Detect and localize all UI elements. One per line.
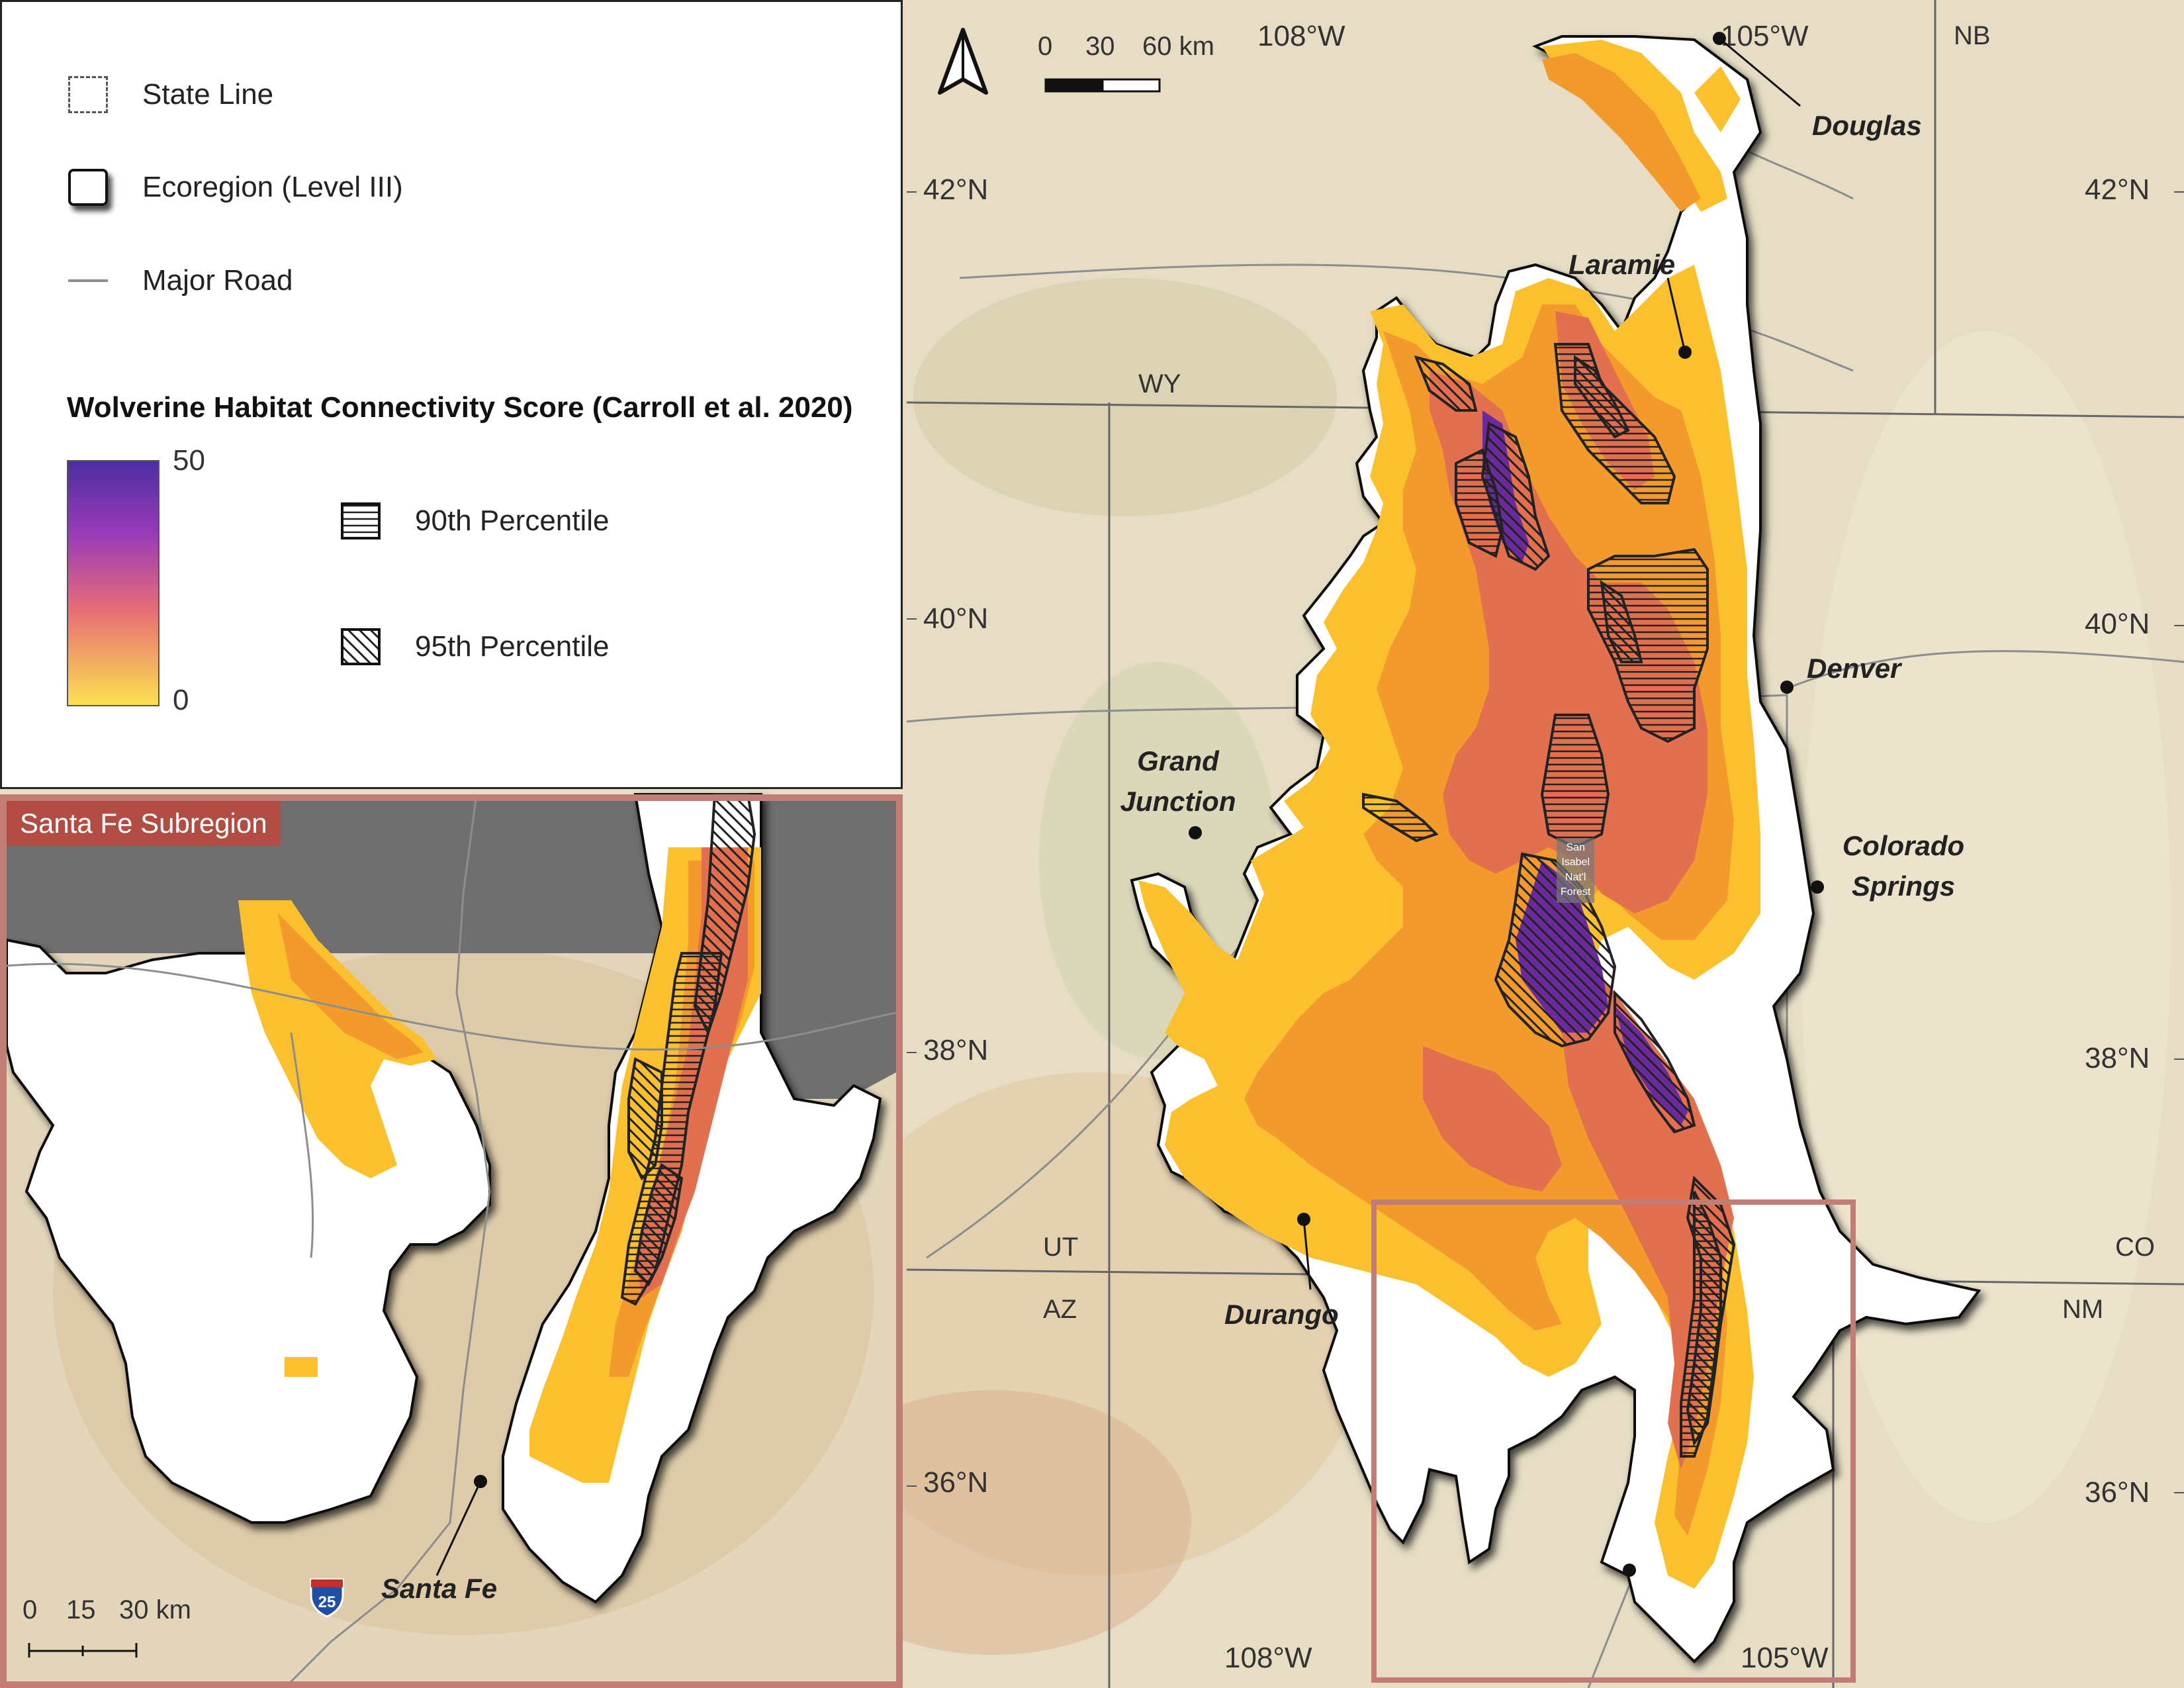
- city-dot-santa-fe-main: [1623, 1564, 1636, 1577]
- p90-swatch: [341, 502, 381, 539]
- inset-city-label-santa-fe: Santa Fe: [381, 1573, 498, 1604]
- p95-swatch: [341, 628, 381, 665]
- legend-score-min: 0: [173, 684, 189, 716]
- lon-label-108w-top: 108°W: [1257, 20, 1345, 52]
- lon-label-108w-bottom: 108°W: [1224, 1642, 1312, 1674]
- city-label-colorado-springs: Colorado Springs: [1837, 826, 1970, 907]
- forest-label-line-2: Isabel: [1561, 857, 1590, 868]
- inset-roads: [0, 794, 897, 1688]
- lon-label-105w-top: 105°W: [1721, 20, 1809, 52]
- lat-label-40n-right: 40°N: [2085, 608, 2150, 640]
- city-label-denver: Denver: [1807, 653, 1901, 684]
- legend-p90: 90th Percentile: [341, 502, 610, 539]
- terrain-mountains-wy: [913, 278, 1337, 516]
- legend-score-gradient: [67, 460, 159, 706]
- city-label-grand-junction-line1: Grand: [1137, 745, 1219, 776]
- lat-label-40n-left: 40°N: [923, 602, 989, 635]
- state-label-nm: NM: [2062, 1295, 2104, 1324]
- city-dot-grand-junction: [1189, 826, 1202, 839]
- city-label-colorado-springs-line1: Colorado: [1842, 830, 1965, 861]
- legend-p95-label: 95th Percentile: [415, 630, 610, 663]
- legend-state-line-label: State Line: [142, 78, 274, 111]
- city-dot-denver: [1780, 680, 1794, 694]
- lat-label-36n-right: 36°N: [2085, 1476, 2150, 1509]
- legend-p90-label: 90th Percentile: [415, 504, 610, 537]
- inset-scale-label-30: 30 km: [119, 1595, 191, 1624]
- interstate-shield-icon: 25: [310, 1578, 344, 1618]
- graticule: [907, 191, 2184, 1493]
- forest-label-line-1: San: [1566, 842, 1585, 853]
- subregion-extent-box: [1371, 1199, 1856, 1683]
- state-label-ut: UT: [1043, 1233, 1079, 1262]
- forest-label-line-3: Nat'l: [1565, 871, 1586, 883]
- city-label-grand-junction-line2: Junction: [1120, 785, 1236, 817]
- inset-scale-label-15: 15: [66, 1595, 96, 1624]
- main-scale-label-60: 60 km: [1142, 32, 1214, 61]
- inset-scale-bar: [28, 1643, 138, 1658]
- interstate-shield-number: 25: [318, 1593, 336, 1611]
- inset-title: Santa Fe Subregion: [7, 801, 281, 846]
- lon-label-105w-bottom: 105°W: [1741, 1642, 1829, 1674]
- legend-state-line: State Line: [68, 76, 273, 113]
- lat-label-42n-left: 42°N: [923, 173, 989, 206]
- lat-label-38n-right: 38°N: [2085, 1042, 2150, 1074]
- state-label-wy: WY: [1138, 369, 1181, 399]
- legend-ecoregion: Ecoregion (Level III): [68, 169, 403, 206]
- ecoregion-swatch: [68, 169, 108, 206]
- state-label-az: AZ: [1043, 1295, 1077, 1324]
- inset-hatch-95th: [627, 793, 756, 1287]
- terrain-plains-east: [1800, 331, 2171, 1523]
- city-label-douglas: Douglas: [1812, 110, 1922, 141]
- city-label-grand-junction: Grand Junction: [1118, 741, 1238, 822]
- lat-label-36n-left: 36°N: [923, 1466, 989, 1499]
- city-label-durango: Durango: [1224, 1299, 1339, 1330]
- main-scale-label-30: 30: [1085, 32, 1115, 61]
- legend-major-road: Major Road: [68, 264, 293, 297]
- lat-label-42n-right: 42°N: [2085, 173, 2150, 206]
- state-label-co: CO: [2115, 1233, 2155, 1262]
- legend-major-road-label: Major Road: [142, 264, 293, 297]
- hatch-95th: [1414, 355, 1736, 1447]
- forest-label: San Isabel Nat'l Forest: [1557, 838, 1595, 903]
- city-label-colorado-springs-line2: Springs: [1851, 870, 1956, 902]
- forest-label-line-4: Forest: [1561, 886, 1591, 898]
- main-scale-label-0: 0: [1038, 32, 1053, 61]
- inset-scale-label-0: 0: [23, 1595, 38, 1624]
- city-dot-colorado-springs: [1811, 880, 1824, 894]
- city-label-laramie: Laramie: [1569, 249, 1676, 280]
- major-road-swatch: [68, 279, 108, 282]
- legend-p95: 95th Percentile: [341, 628, 610, 665]
- inset-out-of-region-right: [741, 953, 896, 1099]
- state-line-swatch: [68, 76, 108, 113]
- legend-score-title: Wolverine Habitat Connectivity Score (Ca…: [67, 391, 853, 424]
- main-scale-bar: [1044, 78, 1161, 93]
- state-label-nb: NB: [1954, 21, 1991, 50]
- legend-score-max: 50: [173, 444, 205, 477]
- lat-label-38n-left: 38°N: [923, 1034, 989, 1066]
- north-arrow-icon: [938, 28, 988, 95]
- legend-panel: State Line Ecoregion (Level III) Major R…: [0, 0, 903, 789]
- legend-ecoregion-label: Ecoregion (Level III): [142, 171, 403, 203]
